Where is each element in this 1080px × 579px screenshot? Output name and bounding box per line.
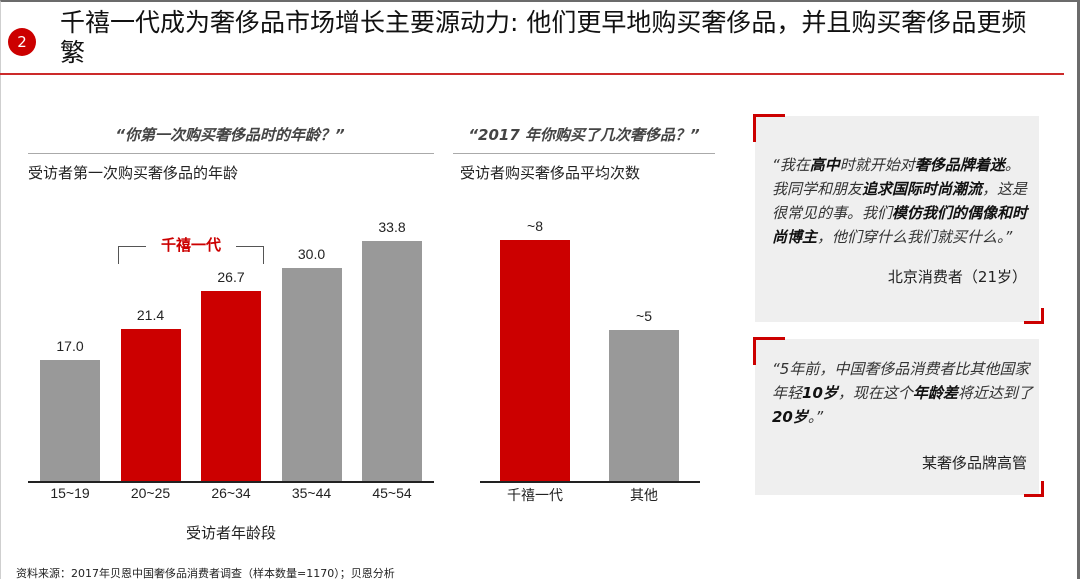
chart2-subtitle: 受访者购买奢侈品平均次数 (460, 164, 641, 182)
bar-20~25 (120, 329, 181, 481)
bar-15~19 (40, 360, 100, 481)
quote-box-executive: “5年前，中国奢侈品消费者比其他国家年轻10岁，现在这个年龄差将近达到了20岁。… (755, 339, 1039, 495)
bar-千禧一代 (500, 240, 570, 481)
page-title: 千禧一代成为奢侈品市场增长主要源动力: 他们更早地购买奢侈品，并且购买奢侈品更频… (60, 8, 1027, 67)
bar-category-label: 45~54 (372, 485, 412, 501)
bar-category-label: 其他 (630, 487, 658, 503)
quote-corner-bottom-right (1024, 308, 1044, 324)
bar-value-label: 33.8 (378, 219, 406, 235)
bar-category-label: 26~34 (211, 485, 251, 501)
bar-category-label: 15~19 (50, 485, 90, 501)
data-source-note: 资料来源：2017年贝恩中国奢侈品消费者调查（样本数量=1170）；贝恩分析 (16, 567, 395, 579)
bar-category-label: 千禧一代 (507, 487, 563, 503)
quote-text-executive: “5年前，中国奢侈品消费者比其他国家年轻10岁，现在这个年龄差将近达到了20岁。… (772, 360, 1033, 426)
chart2-question: “2017 年你购买了几次奢侈品？” (468, 126, 700, 144)
bar-45~54 (362, 241, 422, 481)
bar-35~44 (281, 268, 342, 481)
chart2-rule (453, 153, 715, 154)
quote-source-consumer: 北京消费者（21岁） (887, 268, 1027, 286)
quote-corner-top-left (753, 114, 785, 142)
bar-value-label: 17.0 (56, 338, 84, 354)
chart1-rule (28, 153, 434, 154)
title-divider (0, 73, 1064, 75)
chart2-x-axis (480, 481, 700, 483)
chart1-x-axis (28, 481, 434, 483)
section-number-badge: 2 (8, 28, 36, 56)
quote-source-executive: 某奢侈品牌高管 (921, 454, 1027, 472)
chart1-question: “你第一次购买奢侈品时的年龄？” (115, 126, 345, 144)
quote-text-consumer: “我在高中时就开始对奢侈品牌着迷。我同学和朋友追求国际时尚潮流，这是很常见的事。… (772, 156, 1028, 246)
bar-26~34 (201, 291, 261, 481)
bar-category-label: 35~44 (291, 485, 332, 501)
bar-value-label: 21.4 (136, 307, 165, 323)
bar-value-label: 30.0 (297, 246, 326, 262)
chart1-x-label: 受访者年龄段 (185, 524, 276, 542)
quote-corner-bottom-right-2 (1024, 481, 1044, 497)
bar-其他 (609, 330, 679, 481)
bar-value-label: 26.7 (217, 269, 245, 285)
quote-box-consumer: “我在高中时就开始对奢侈品牌着迷。我同学和朋友追求国际时尚潮流，这是很常见的事。… (755, 116, 1039, 322)
millennial-bracket-label: 千禧一代 (146, 234, 236, 255)
bar-category-label: 20~25 (130, 485, 171, 501)
quote-corner-top-left-2 (753, 337, 785, 365)
bar-value-label: ~8 (527, 218, 543, 234)
bar-value-label: ~5 (636, 308, 652, 324)
chart1-subtitle: 受访者第一次购买奢侈品的年龄 (28, 164, 239, 182)
